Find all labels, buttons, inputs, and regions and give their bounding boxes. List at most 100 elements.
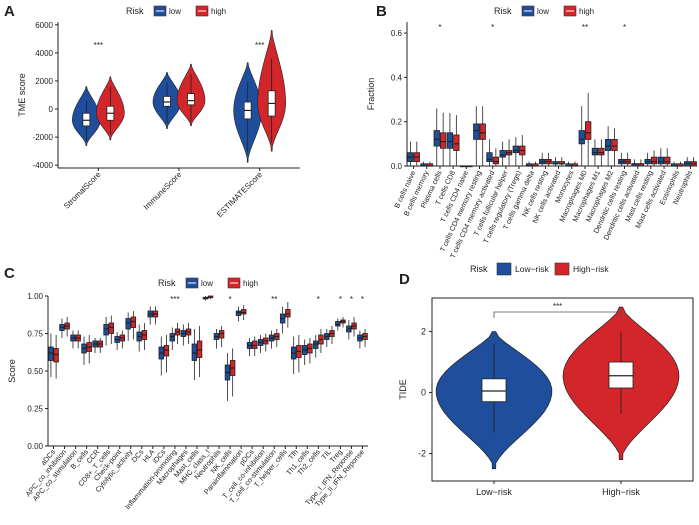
legend-label-low-risk: Low−risk: [515, 264, 550, 274]
legend-label-high-risk: High−risk: [573, 264, 609, 274]
box-high-box: [650, 156, 658, 165]
legend-swatch-low-risk: [496, 262, 512, 276]
box-high-box: [285, 309, 291, 318]
legend-label-high: high: [211, 7, 226, 16]
box-low-box: [82, 112, 91, 127]
significance-label: ***: [94, 41, 103, 50]
legend-swatch-high-risk: [554, 262, 570, 276]
y-tick-label: 2: [421, 327, 426, 337]
panel-letter-c: C: [4, 265, 15, 282]
panel-a: A -4000 -2000 0 2000 4000 6000 TME score Risk low…: [4, 3, 300, 219]
box-low-box: [125, 318, 131, 330]
legend-title: Risk: [470, 264, 488, 274]
significance-label: ***: [170, 295, 179, 304]
box-high-box: [585, 121, 592, 140]
box-low-box: [163, 96, 171, 107]
legend-label-low: low: [537, 7, 549, 16]
y-tick-label: 6000: [35, 21, 53, 30]
y-tick-label: 0.00: [27, 442, 43, 451]
significance-label: ***: [553, 302, 562, 311]
box-low-box: [486, 152, 493, 162]
box-low-box: [235, 310, 242, 316]
y-tick-label: -4000: [33, 161, 54, 170]
y-tick-label: -2000: [33, 133, 54, 142]
plot-frame: [431, 297, 694, 482]
box-low-box: [473, 123, 480, 140]
y-tick-label: 0.75: [27, 330, 43, 339]
box-high-box: [664, 156, 671, 165]
box-high-box: [218, 330, 225, 339]
box-high-box: [108, 322, 114, 334]
significance-label: *: [438, 23, 441, 32]
box-low-box: [446, 132, 454, 149]
significance-label: *: [339, 295, 342, 304]
significance-label: *: [206, 295, 209, 304]
box-high-box: [196, 340, 203, 358]
significance-label: *: [361, 295, 364, 304]
box-high-box: [130, 316, 137, 328]
panel-letter-b: B: [376, 3, 387, 20]
box-low-box: [191, 343, 198, 361]
legend-label-high: high: [243, 279, 258, 288]
x-tick-label: ImmuneScore: [142, 170, 184, 212]
legend-title: Risk: [126, 6, 144, 16]
box-high-box: [453, 134, 460, 151]
box-low-box: [433, 130, 440, 147]
panel-d: D -2 0 2 TIDE Risk Low−risk High−risk Low−risk Hi…: [398, 262, 694, 497]
legend-title: Risk: [158, 278, 176, 288]
y-axis-label: Fraction: [366, 78, 376, 111]
significance-label: *: [623, 23, 626, 32]
box-high-box: [492, 156, 500, 165]
x-tick-label: Low−risk: [476, 487, 512, 497]
legend-label-low: low: [169, 7, 181, 16]
y-tick-label: 0.2: [391, 118, 403, 127]
box-low-box: [169, 333, 175, 342]
y-tick-label: 0.6: [391, 29, 403, 38]
y-tick-label: 0.0: [391, 162, 403, 171]
y-tick-label: 0.4: [391, 73, 403, 82]
box-high-box: [598, 147, 605, 156]
y-tick-label: -2: [418, 449, 426, 459]
box-low-box: [313, 340, 319, 349]
legend-label-high: high: [579, 7, 594, 16]
box-low-box: [103, 324, 109, 336]
box-low-box: [657, 156, 664, 165]
x-tick-label: StromalScore: [62, 170, 103, 211]
box-low-box: [335, 321, 341, 327]
y-axis-label: Score: [7, 359, 17, 383]
box-high-box: [440, 132, 447, 149]
significance-label: *: [317, 295, 320, 304]
significance-label: *: [229, 295, 232, 304]
box-high-box: [479, 123, 486, 140]
box-low-box: [512, 145, 519, 154]
significance-label: *: [350, 295, 353, 304]
box-low-box: [578, 130, 585, 145]
y-axis-label: TIDE: [398, 379, 408, 400]
y-tick-label: 0: [49, 105, 54, 114]
box-high-box: [53, 348, 59, 363]
x-tick-label: High−risk: [602, 487, 640, 497]
significance-label: **: [582, 23, 588, 32]
y-tick-label: 2000: [35, 77, 53, 86]
significance-label: ***: [255, 41, 264, 50]
box-high-box: [163, 345, 170, 357]
box-low-box: [48, 346, 54, 361]
significance-bracket: [493, 311, 622, 318]
box-high-box: [241, 309, 247, 315]
y-tick-label: 0.50: [27, 367, 43, 376]
box-high-box: [187, 93, 195, 106]
box-low-box: [604, 139, 612, 151]
panel-letter-a: A: [4, 3, 15, 20]
legend-title: Risk: [494, 6, 512, 16]
x-tick-label: ESTIMATEScore: [215, 170, 264, 219]
y-tick-label: 1.00: [27, 292, 43, 301]
box-high-box: [611, 139, 618, 151]
y-tick-label: 0.25: [27, 405, 43, 414]
y-tick-label: 4000: [35, 49, 53, 58]
y-tick-label: 0: [421, 388, 426, 398]
box-high-risk-box: [608, 361, 634, 389]
y-axis-label: TME score: [17, 73, 27, 117]
